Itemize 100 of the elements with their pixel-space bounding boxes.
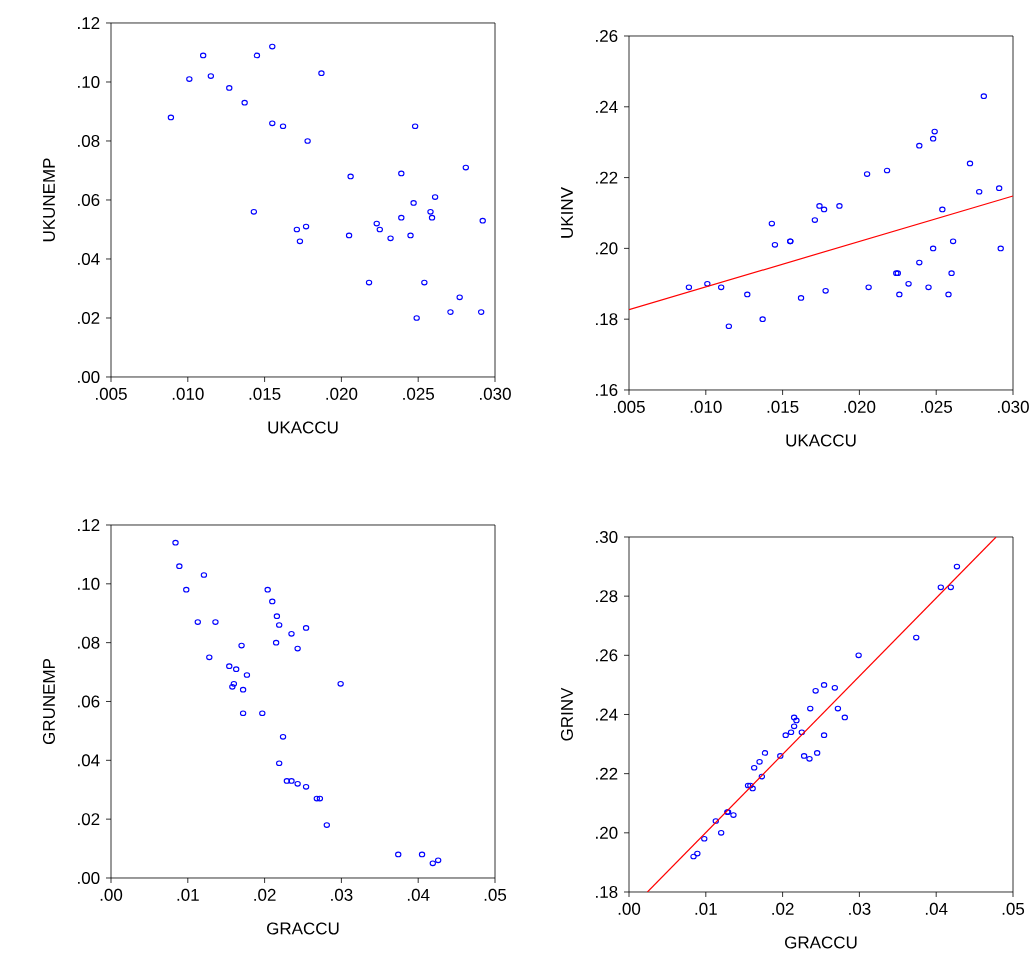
point bbox=[822, 288, 829, 294]
point bbox=[186, 76, 193, 82]
x-tick-label: .015 bbox=[249, 387, 281, 400]
point bbox=[730, 812, 737, 818]
point bbox=[812, 687, 819, 694]
point bbox=[272, 639, 280, 646]
point bbox=[410, 200, 417, 206]
point bbox=[768, 220, 776, 227]
y-tick-label: .06 bbox=[78, 695, 100, 708]
point bbox=[418, 851, 426, 858]
point bbox=[701, 835, 708, 842]
x-axis-title: UKACCU bbox=[268, 421, 338, 434]
point bbox=[347, 173, 354, 180]
point bbox=[259, 710, 266, 717]
point bbox=[226, 85, 233, 91]
point bbox=[296, 238, 304, 245]
x-tick-label: .04 bbox=[925, 902, 948, 915]
point bbox=[929, 135, 937, 142]
y-tick-label: .28 bbox=[596, 590, 618, 603]
point bbox=[273, 613, 281, 620]
point bbox=[777, 753, 784, 759]
point bbox=[293, 226, 301, 233]
point bbox=[172, 539, 179, 546]
point bbox=[318, 70, 325, 76]
x-tick-label: .03 bbox=[331, 888, 353, 901]
point bbox=[995, 185, 1003, 192]
point bbox=[250, 208, 258, 215]
point bbox=[916, 142, 923, 149]
point bbox=[976, 188, 983, 195]
point bbox=[302, 625, 310, 631]
point bbox=[744, 291, 751, 298]
point bbox=[790, 723, 798, 730]
point bbox=[782, 732, 789, 739]
point bbox=[431, 194, 439, 200]
x-axis-title: UKACCU bbox=[786, 434, 856, 447]
point bbox=[820, 732, 828, 739]
point bbox=[232, 666, 240, 672]
point bbox=[834, 705, 842, 712]
x-tick-label: .010 bbox=[172, 387, 204, 400]
point bbox=[269, 598, 276, 605]
point bbox=[863, 171, 871, 177]
point bbox=[183, 586, 190, 593]
point bbox=[279, 123, 287, 130]
point bbox=[407, 232, 414, 239]
point bbox=[429, 860, 436, 867]
point bbox=[288, 778, 295, 784]
point bbox=[206, 654, 213, 661]
point bbox=[421, 279, 428, 286]
point bbox=[948, 270, 955, 277]
x-tick-label: .020 bbox=[844, 400, 876, 413]
point bbox=[712, 818, 719, 824]
point bbox=[226, 663, 233, 670]
point bbox=[428, 214, 436, 221]
point bbox=[949, 238, 957, 245]
y-tick-label: .08 bbox=[78, 134, 100, 148]
point bbox=[947, 584, 954, 591]
point bbox=[276, 760, 283, 767]
point bbox=[694, 850, 701, 857]
point bbox=[937, 584, 944, 591]
point bbox=[905, 280, 912, 287]
point bbox=[294, 645, 301, 652]
y-tick-label: .06 bbox=[78, 193, 100, 207]
y-tick-label: .22 bbox=[596, 171, 618, 184]
point bbox=[929, 245, 937, 252]
point bbox=[717, 284, 725, 291]
point bbox=[477, 309, 485, 315]
point bbox=[756, 758, 763, 765]
y-tick-label: .00 bbox=[78, 370, 100, 384]
x-tick-label: .025 bbox=[921, 400, 953, 413]
y-tick-label: .12 bbox=[78, 17, 100, 29]
point bbox=[841, 714, 848, 721]
x-tick-label: .01 bbox=[177, 888, 199, 901]
point bbox=[212, 619, 219, 625]
point bbox=[345, 232, 353, 239]
point bbox=[816, 203, 823, 209]
y-tick-label: .30 bbox=[596, 530, 618, 544]
y-tick-label: .08 bbox=[78, 636, 100, 649]
point bbox=[239, 710, 247, 717]
point bbox=[398, 214, 405, 221]
point bbox=[462, 164, 470, 171]
point bbox=[479, 217, 486, 224]
point bbox=[427, 208, 434, 215]
y-tick-label: .26 bbox=[596, 29, 618, 43]
point bbox=[376, 226, 383, 233]
point bbox=[337, 680, 344, 687]
point bbox=[831, 685, 839, 691]
y-tick-label: .26 bbox=[596, 649, 618, 662]
point bbox=[717, 829, 725, 836]
point bbox=[243, 672, 251, 678]
point bbox=[434, 857, 442, 864]
point bbox=[980, 93, 988, 100]
point bbox=[279, 733, 287, 740]
point bbox=[239, 686, 247, 693]
point bbox=[176, 563, 183, 570]
x-tick-label: .005 bbox=[96, 387, 127, 400]
point bbox=[945, 291, 952, 298]
point bbox=[704, 280, 711, 287]
point bbox=[953, 563, 961, 570]
point bbox=[264, 586, 271, 593]
point bbox=[925, 284, 932, 291]
